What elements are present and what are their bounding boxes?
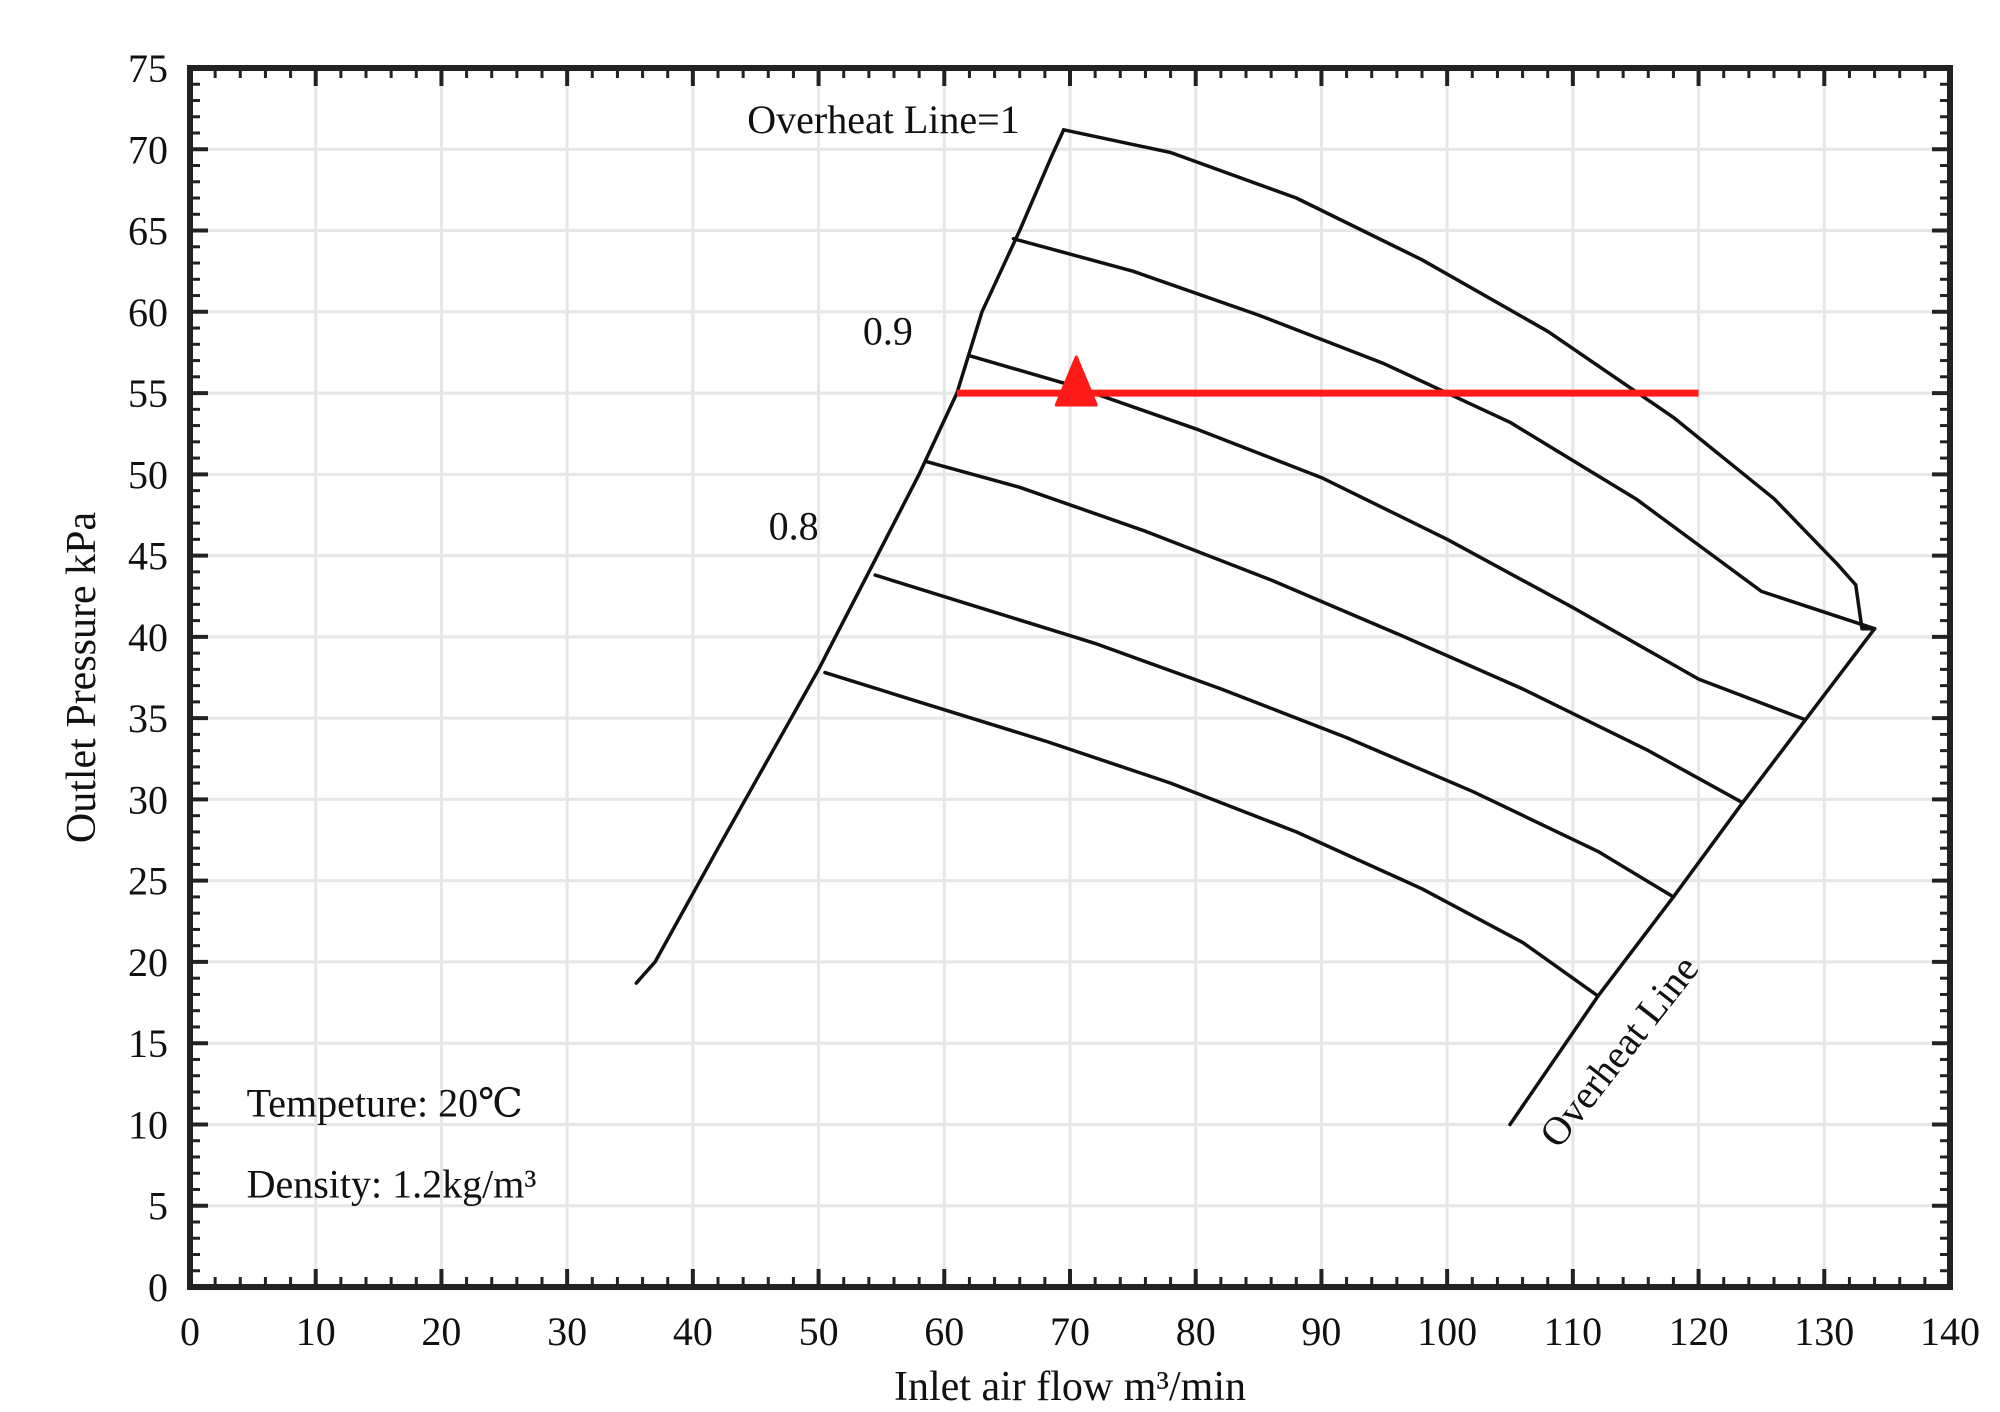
y-tick-label: 75 bbox=[128, 46, 168, 91]
x-tick-label: 100 bbox=[1417, 1309, 1477, 1354]
tick-labels: 0 10 20 30 40 50 60 70 80 90 100 110 120 130 140 0 5 10 15… bbox=[128, 46, 1980, 1354]
y-tick-label: 70 bbox=[128, 127, 168, 172]
y-tick-label: 25 bbox=[128, 859, 168, 904]
y-tick-label: 20 bbox=[128, 940, 168, 985]
x-tick-label: 120 bbox=[1669, 1309, 1729, 1354]
x-tick-label: 0 bbox=[180, 1309, 200, 1354]
x-tick-label: 110 bbox=[1544, 1309, 1603, 1354]
x-axis-title: Inlet air flow m³/min bbox=[894, 1364, 1246, 1410]
y-axis-title: Outlet Pressure kPa bbox=[59, 512, 105, 844]
x-tick-label: 40 bbox=[673, 1309, 713, 1354]
series-curve-0.95 bbox=[1011, 236, 1877, 631]
annotation-label: 0.9 bbox=[863, 308, 913, 353]
x-tick-label: 10 bbox=[296, 1309, 336, 1354]
axis-ticks bbox=[188, 66, 1952, 1289]
y-tick-label: 15 bbox=[128, 1021, 168, 1066]
y-tick-label: 45 bbox=[128, 534, 168, 579]
series-curve-0.8 bbox=[873, 573, 1676, 899]
x-tick-label: 80 bbox=[1176, 1309, 1216, 1354]
y-tick-label: 50 bbox=[128, 452, 168, 497]
y-tick-label: 30 bbox=[128, 777, 168, 822]
series-curve-0.9 bbox=[967, 353, 1808, 722]
annotation-label: Overheat Line=1 bbox=[747, 97, 1019, 142]
series-top-curve bbox=[1061, 128, 1858, 587]
y-tick-label: 60 bbox=[128, 290, 168, 335]
y-tick-label: 55 bbox=[128, 371, 168, 416]
annotation-label: Density: 1.2kg/m³ bbox=[247, 1162, 537, 1207]
operating-point-marker bbox=[1054, 355, 1098, 407]
x-tick-label: 90 bbox=[1301, 1309, 1341, 1354]
x-tick-label: 60 bbox=[924, 1309, 964, 1354]
x-tick-label: 30 bbox=[547, 1309, 587, 1354]
y-tick-label: 35 bbox=[128, 696, 168, 741]
series-curve-0.75 bbox=[823, 670, 1600, 998]
y-tick-label: 40 bbox=[128, 615, 168, 660]
series-curve-0.85 bbox=[923, 459, 1745, 805]
x-tick-label: 20 bbox=[421, 1309, 461, 1354]
series-surge-line bbox=[634, 128, 1066, 985]
y-tick-label: 5 bbox=[148, 1184, 168, 1229]
x-tick-label: 50 bbox=[799, 1309, 839, 1354]
annotation-label: Tempeture: 20℃ bbox=[247, 1080, 523, 1125]
grid bbox=[190, 68, 1950, 1287]
x-tick-label: 130 bbox=[1794, 1309, 1854, 1354]
series-overheat-line bbox=[1508, 626, 1877, 1127]
annotation-label: 0.8 bbox=[769, 503, 819, 548]
y-tick-label: 10 bbox=[128, 1102, 168, 1147]
operating-point-group bbox=[956, 355, 1699, 407]
y-tick-label: 65 bbox=[128, 209, 168, 254]
x-tick-label: 140 bbox=[1920, 1309, 1980, 1354]
x-tick-label: 70 bbox=[1050, 1309, 1090, 1354]
y-tick-label: 0 bbox=[148, 1265, 168, 1310]
